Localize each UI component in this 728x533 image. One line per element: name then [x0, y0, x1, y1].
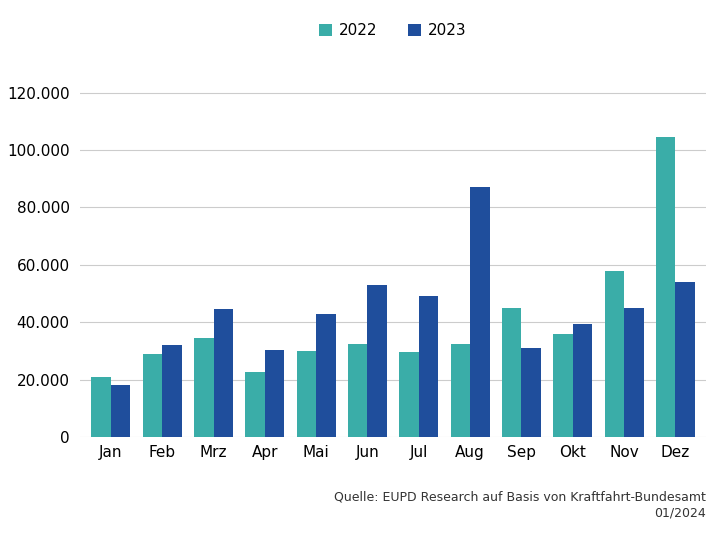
Bar [348, 344, 368, 437]
Bar [213, 309, 233, 437]
Bar [604, 271, 624, 437]
Bar [265, 350, 285, 437]
Bar [676, 282, 695, 437]
Bar [470, 188, 490, 437]
Text: 01/2024: 01/2024 [654, 507, 706, 520]
Bar [399, 352, 419, 437]
Bar [451, 344, 470, 437]
Bar [316, 313, 336, 437]
Bar [245, 373, 265, 437]
Bar [92, 377, 111, 437]
Bar [296, 351, 316, 437]
Bar [419, 296, 438, 437]
Text: Quelle: EUPD Research auf Basis von Kraftfahrt-Bundesamt: Quelle: EUPD Research auf Basis von Kraf… [334, 491, 706, 504]
Bar [502, 308, 521, 437]
Bar [656, 137, 676, 437]
Bar [553, 334, 573, 437]
Bar [521, 348, 541, 437]
Bar [194, 338, 213, 437]
Bar [624, 308, 644, 437]
Bar [368, 285, 387, 437]
Bar [143, 354, 162, 437]
Bar [573, 324, 593, 437]
Legend: 2022, 2023: 2022, 2023 [320, 23, 467, 38]
Bar [162, 345, 182, 437]
Bar [111, 385, 130, 437]
